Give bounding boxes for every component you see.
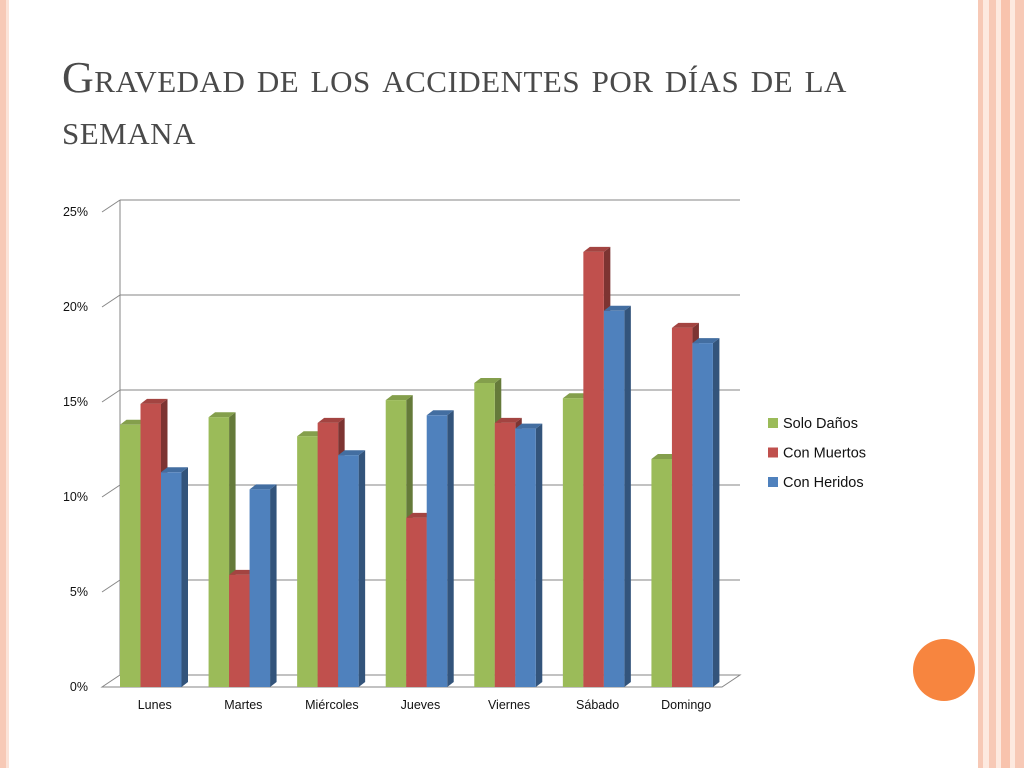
legend-label: Solo Daños [783, 416, 858, 432]
bar-top [562, 393, 590, 399]
y-tick-label: 5% [70, 585, 88, 599]
bar-top [692, 338, 720, 344]
bar-6-2 [692, 343, 713, 687]
bar-top [603, 305, 631, 311]
bar-2-0 [297, 436, 318, 687]
bar-top [229, 569, 257, 575]
bar-2-1 [317, 422, 339, 687]
bar-side [270, 484, 277, 687]
bar-1-1 [229, 574, 250, 687]
right-border-strip [1010, 0, 1015, 768]
decorative-orange-circle [913, 639, 975, 701]
bar-5-1 [583, 251, 604, 687]
bar-top [426, 410, 454, 416]
y-tick-label: 25% [63, 205, 88, 219]
right-border-strip [983, 0, 989, 768]
bar-4-2 [515, 428, 536, 687]
x-tick-label: Viernes [488, 698, 530, 712]
gridline-depth [101, 199, 121, 213]
bar-top [297, 431, 325, 437]
bar-4-0 [474, 383, 495, 687]
gridline-depth [101, 389, 121, 403]
bar-top [651, 454, 679, 459]
y-tick-label: 20% [63, 300, 88, 314]
bar-3-0 [385, 400, 407, 687]
bar-side [624, 305, 631, 687]
bar-3-1 [406, 517, 427, 687]
legend-label: Con Muertos [783, 446, 866, 462]
bar-top [385, 395, 413, 401]
bar-3-2 [426, 415, 448, 687]
legend-label: Con Heridos [783, 475, 864, 491]
x-tick-label: Domingo [661, 698, 711, 712]
legend-swatch [768, 447, 778, 458]
gridline-depth [101, 579, 121, 593]
y-tick-label: 15% [63, 395, 88, 409]
x-tick-label: Jueves [401, 698, 441, 712]
bar-top [249, 484, 277, 490]
bar-top [583, 246, 611, 252]
bar-top [208, 412, 236, 418]
bar-side [181, 467, 188, 687]
legend-swatch [768, 418, 778, 428]
y-tick-label: 0% [70, 680, 88, 694]
bar-1-2 [249, 489, 271, 687]
bar-top [317, 417, 345, 423]
right-border-strip [978, 0, 983, 768]
right-border-strip [1001, 0, 1010, 768]
bar-side [712, 338, 720, 687]
bar-0-1 [140, 403, 161, 687]
right-border-strip [996, 0, 1001, 768]
slide-title: Gravedad de los accidentes por días de l… [62, 53, 847, 154]
right-border-strip [1015, 0, 1024, 768]
bar-top [671, 322, 699, 328]
right-border-strip [989, 0, 996, 768]
bar-6-1 [671, 327, 693, 687]
gridline-depth [101, 484, 121, 498]
bar-top [161, 467, 188, 473]
bar-0-0 [120, 424, 141, 687]
x-tick-label: Miércoles [305, 698, 359, 712]
gridline-depth [101, 294, 121, 308]
bar-top [120, 419, 147, 425]
x-tick-label: Lunes [138, 698, 172, 712]
bar-top [494, 417, 522, 423]
left-border-strip [0, 0, 6, 768]
bar-5-0 [562, 398, 584, 687]
bar-side [358, 450, 366, 687]
legend-swatch [768, 477, 778, 487]
bar-side [447, 410, 454, 687]
y-tick-label: 10% [63, 490, 88, 504]
bar-2-2 [338, 455, 359, 687]
bar-4-1 [494, 422, 516, 687]
left-border-strip-inner [6, 0, 9, 768]
bar-top [140, 398, 168, 404]
bar-top [406, 512, 434, 518]
bar-6-0 [651, 459, 672, 687]
bar-top [515, 423, 543, 429]
x-tick-label: Martes [224, 698, 262, 712]
bar-0-2 [161, 472, 182, 687]
x-tick-label: Sábado [576, 698, 619, 712]
bar-1-0 [208, 417, 230, 687]
bar-side [535, 423, 543, 687]
bar-top [474, 378, 502, 383]
bar-5-2 [603, 310, 625, 687]
bar-top [338, 450, 366, 456]
